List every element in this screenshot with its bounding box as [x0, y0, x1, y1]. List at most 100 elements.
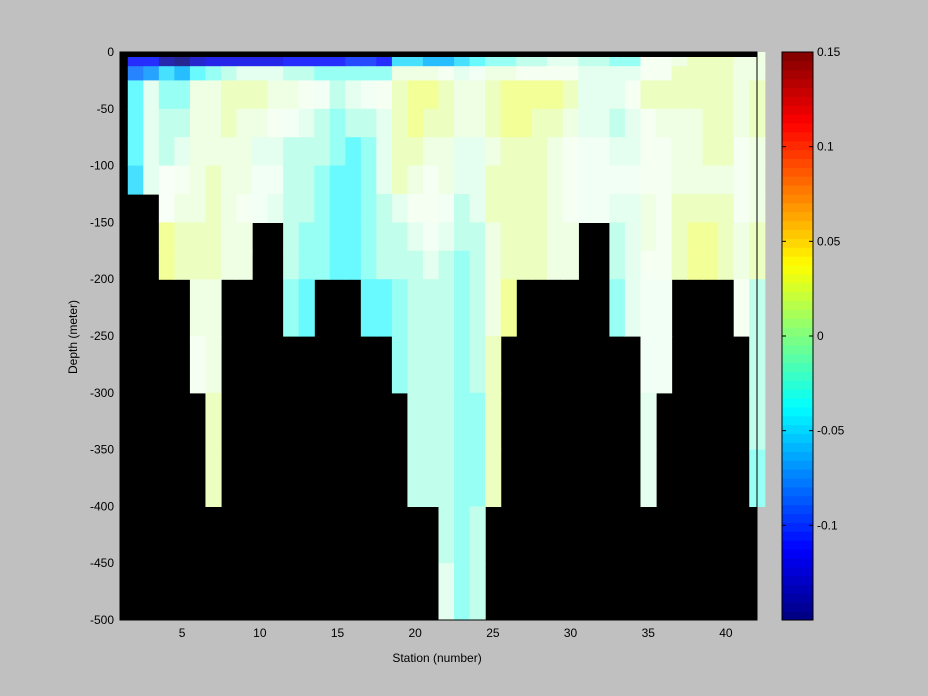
- heatmap-cell: [345, 108, 362, 138]
- heatmap-cell: [656, 250, 673, 280]
- y-tick-label: -250: [90, 329, 114, 343]
- colorbar-swatch: [782, 566, 813, 577]
- heatmap-cell: [345, 66, 362, 81]
- heatmap-cell: [220, 165, 238, 195]
- heatmap-cell: [252, 165, 269, 195]
- x-axis-label: Station (number): [392, 651, 481, 665]
- heatmap-cell: [283, 80, 300, 110]
- heatmap-cell: [205, 250, 222, 280]
- heatmap-cell: [640, 66, 657, 81]
- x-tick-label: 40: [719, 626, 733, 640]
- surface-strip: [120, 52, 757, 57]
- colorbar-swatch: [782, 52, 813, 62]
- heatmap-cell: [609, 250, 626, 280]
- colorbar-swatch: [782, 575, 813, 586]
- heatmap-cell: [687, 137, 704, 167]
- heatmap-cell: [438, 194, 455, 223]
- heatmap-cell: [500, 194, 517, 223]
- heatmap-cell: [671, 108, 688, 138]
- heatmap-cell: [438, 392, 455, 451]
- heatmap-cell: [143, 66, 160, 81]
- y-axis-label: Depth (meter): [66, 300, 80, 374]
- heatmap-cell: [345, 250, 362, 280]
- heatmap-cell: [189, 279, 207, 337]
- heatmap-cell: [454, 66, 471, 81]
- colorbar-swatch: [782, 211, 813, 222]
- heatmap-cell: [189, 250, 207, 280]
- heatmap-cell: [454, 194, 471, 223]
- heatmap-cell: [656, 108, 673, 138]
- heatmap-cell: [283, 137, 300, 167]
- heatmap-cell: [733, 66, 750, 81]
- heatmap-cell: [236, 108, 253, 138]
- heatmap-cell: [485, 336, 502, 394]
- heatmap-cell: [438, 279, 455, 337]
- heatmap-cell: [174, 222, 191, 252]
- heatmap-cell: [298, 108, 315, 138]
- heatmap-cell: [718, 108, 735, 138]
- colorbar-swatch: [782, 123, 813, 133]
- colorbar-swatch: [782, 602, 813, 612]
- colorbar-swatch: [782, 140, 813, 151]
- heatmap-cell: [733, 80, 750, 110]
- y-tick-label: -200: [90, 272, 114, 286]
- heatmap-cell: [593, 194, 611, 223]
- heatmap-cell: [298, 80, 315, 110]
- heatmap-cell: [454, 108, 471, 138]
- heatmap-cell: [733, 250, 750, 280]
- heatmap-cell: [391, 66, 409, 81]
- heatmap-cell: [376, 250, 393, 280]
- heatmap-cell: [407, 250, 424, 280]
- heatmap-cell: [469, 137, 486, 167]
- heatmap-cell: [267, 165, 284, 195]
- heatmap-cell: [562, 194, 579, 223]
- heatmap-cell: [376, 279, 393, 337]
- heatmap-cell: [469, 250, 486, 280]
- heatmap-cell: [562, 137, 579, 167]
- heatmap-cell: [485, 449, 502, 507]
- heatmap-cell: [407, 392, 424, 451]
- heatmap-cell: [469, 392, 486, 451]
- heatmap-cell: [500, 137, 517, 167]
- heatmap-cell: [469, 563, 486, 621]
- heatmap-cell: [267, 80, 284, 110]
- heatmap-cell: [205, 392, 222, 451]
- heatmap-cell: [454, 506, 471, 564]
- y-tick-label: -300: [90, 386, 114, 400]
- heatmap-cell: [531, 137, 548, 167]
- heatmap-cell: [562, 222, 579, 252]
- colorbar-swatch: [782, 495, 813, 506]
- heatmap-cell: [671, 194, 688, 223]
- colorbar-swatch: [782, 478, 813, 488]
- heatmap-cell: [578, 165, 595, 195]
- heatmap-cell: [454, 392, 471, 451]
- colorbar-swatch: [782, 486, 813, 497]
- heatmap-cell: [516, 80, 533, 110]
- heatmap-cell: [143, 165, 160, 195]
- heatmap-cell: [469, 336, 486, 394]
- heatmap-cell: [562, 165, 579, 195]
- heatmap-cell: [687, 222, 704, 252]
- heatmap-cell: [329, 194, 346, 223]
- heatmap-cell: [298, 222, 315, 252]
- heatmap-cell: [220, 222, 238, 252]
- heatmap-cell: [609, 165, 626, 195]
- colorbar-swatch: [782, 131, 813, 142]
- heatmap-cell: [283, 165, 300, 195]
- heatmap-cell: [531, 108, 548, 138]
- heatmap-cell: [485, 66, 502, 81]
- heatmap-cell: [624, 137, 642, 167]
- heatmap-cell: [158, 108, 175, 138]
- colorbar-swatch: [782, 451, 813, 461]
- colorbar-swatch: [782, 371, 813, 381]
- heatmap-cell: [345, 194, 362, 223]
- heatmap-cell: [656, 194, 673, 223]
- heatmap-cell: [407, 336, 424, 394]
- heatmap-cell: [500, 108, 517, 138]
- heatmap-cell: [531, 194, 548, 223]
- heatmap-cell: [143, 137, 160, 167]
- heatmap-cell: [516, 137, 533, 167]
- heatmap-cell: [298, 279, 315, 337]
- heatmap-cell: [718, 66, 735, 81]
- heatmap-cell: [718, 250, 735, 280]
